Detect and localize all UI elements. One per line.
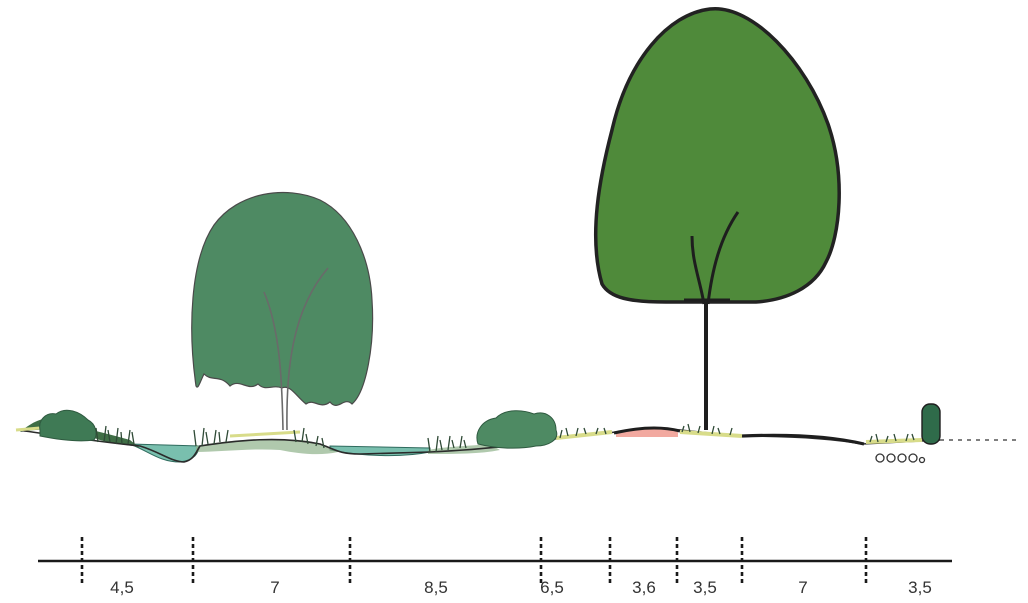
grass-tufts — [95, 423, 915, 453]
grass-tuft — [193, 427, 229, 447]
grass-tuft — [681, 423, 733, 436]
large-tree-branch-right — [706, 211, 740, 305]
small-tree-branch-left — [263, 291, 284, 431]
pipe-circle — [918, 456, 926, 464]
pavement-line-1 — [613, 426, 681, 435]
grass-tuft — [869, 433, 915, 443]
dimension-label-8: 3,5 — [908, 578, 932, 597]
large-tree — [593, 7, 841, 430]
shrub-right — [476, 410, 558, 449]
pipe-circle — [908, 453, 918, 463]
yellow-grass-strip-1 — [555, 430, 613, 440]
road-surface — [741, 433, 865, 446]
dimension-label-4: 6,5 — [540, 578, 564, 597]
dimension-label-3: 8,5 — [424, 578, 448, 597]
pipe-circle — [897, 453, 907, 463]
dimension-bar: 4,5 7 8,5 6,5 3,6 3,5 7 3,5 — [38, 537, 952, 597]
pipe-circle — [875, 453, 885, 463]
pipe-circle — [886, 453, 896, 463]
drain-pipes — [875, 453, 926, 464]
planted-bank-middle — [196, 439, 338, 455]
dimension-label-2: 7 — [270, 578, 279, 597]
yellow-grass-strip-4 — [15, 426, 41, 432]
yellow-grass-strip-2 — [679, 430, 743, 438]
shrub-left — [39, 409, 97, 442]
grass-tuft — [293, 427, 325, 449]
large-tree-branch-left — [690, 235, 706, 305]
small-tree — [191, 191, 374, 431]
dimension-label-1: 4,5 — [110, 578, 134, 597]
hedge-bollard — [921, 403, 941, 445]
shrubs — [39, 403, 941, 449]
dimension-ticks — [80, 537, 868, 585]
grass-tuft — [559, 427, 607, 439]
small-tree-branch-right — [286, 267, 329, 431]
large-tree-canopy — [593, 7, 841, 304]
grass-tuft — [427, 435, 467, 453]
yellow-grass-strip-5 — [229, 430, 301, 438]
grass-tuft — [95, 425, 135, 445]
dimension-label-5: 3,6 — [632, 578, 656, 597]
small-tree-canopy — [191, 191, 374, 406]
dimension-label-7: 7 — [798, 578, 807, 597]
yellow-grass-strip-3 — [865, 438, 923, 444]
dimension-label-6: 3,5 — [693, 578, 717, 597]
